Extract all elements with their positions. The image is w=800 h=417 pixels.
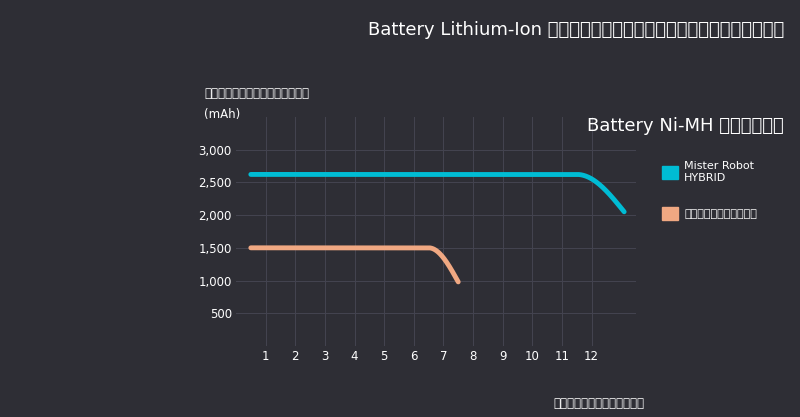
Text: อายุการใช้งาน: อายุการใช้งาน <box>553 397 644 409</box>
Legend: Mister Robot
HYBRID, ยี่ห้ออื่นๆ: Mister Robot HYBRID, ยี่ห้ออื่นๆ <box>658 157 762 224</box>
Text: Battery Lithium-Ion มีอายุการใช้งานนานกว่า: Battery Lithium-Ion มีอายุการใช้งานนานกว… <box>368 21 784 39</box>
Text: ความจุแบตเตอรี่: ความจุแบตเตอรี่ <box>204 87 309 100</box>
Text: (mAh): (mAh) <box>204 108 240 121</box>
Text: Battery Ni-MH ทั่วไป: Battery Ni-MH ทั่วไป <box>587 117 784 135</box>
